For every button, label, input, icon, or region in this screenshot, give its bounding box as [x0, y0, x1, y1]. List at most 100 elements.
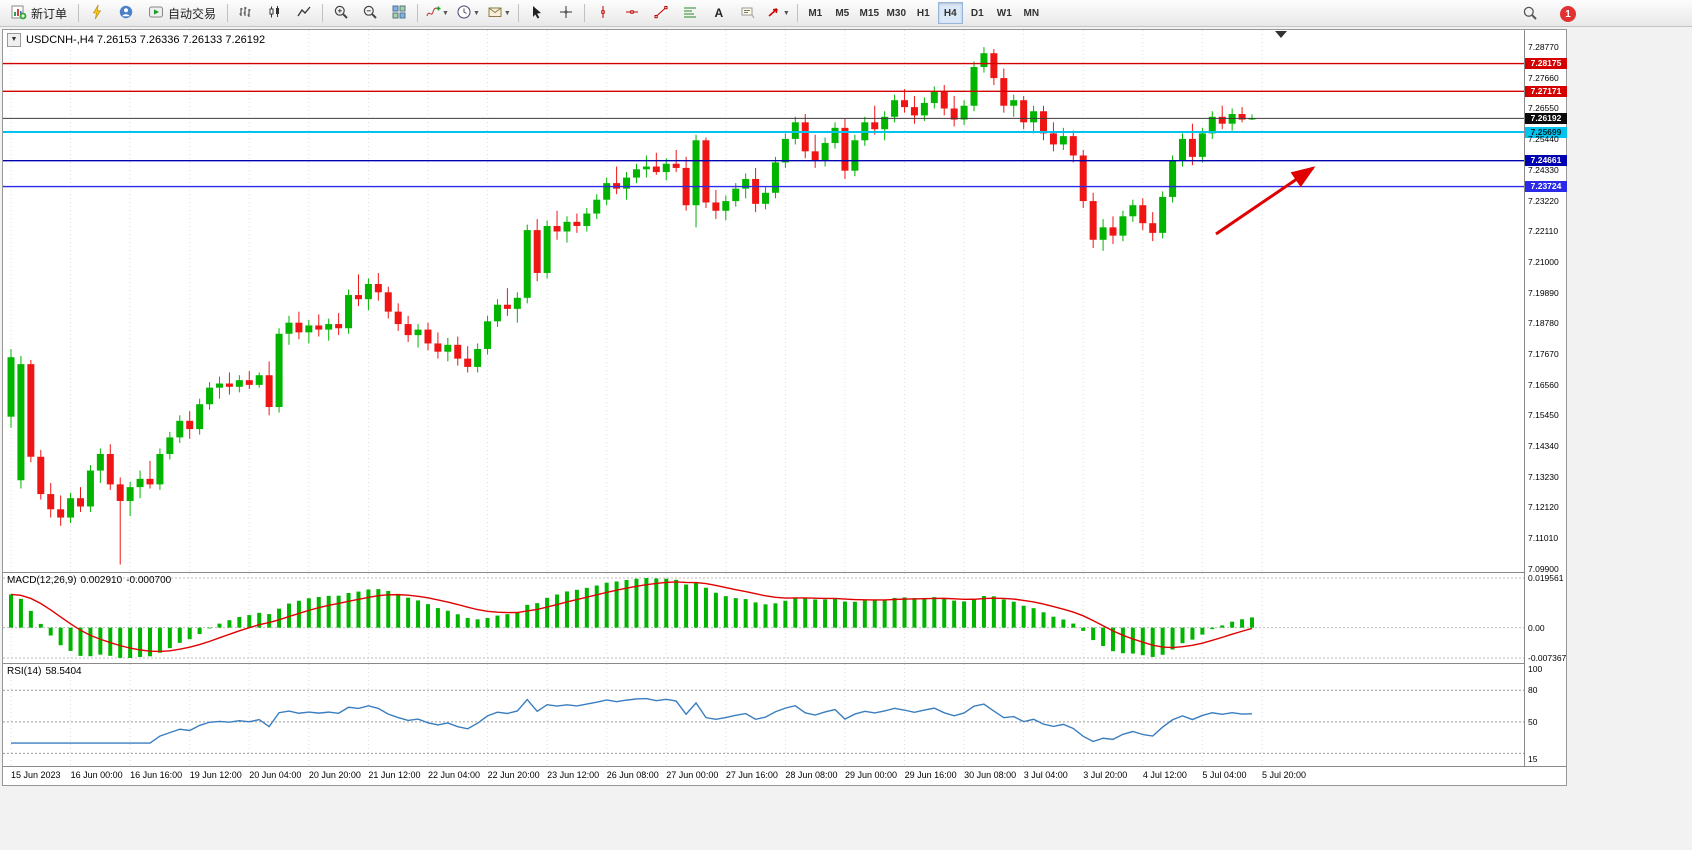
candle — [394, 311, 402, 325]
search-button[interactable] — [1516, 2, 1544, 26]
search-icon — [1522, 5, 1538, 24]
auto-trading-label: 自动交易 — [168, 6, 217, 21]
candle — [315, 325, 323, 330]
timeframe-button-mn[interactable]: MN — [1023, 7, 1040, 19]
timeframe-button-m30[interactable]: M30 — [886, 7, 906, 19]
macd-bar — [38, 623, 43, 628]
candle — [632, 169, 640, 178]
time-axis[interactable]: 15 Jun 2023 16 Jun 00:00 16 Jun 16:00 19 Ju… — [3, 766, 1566, 784]
tile-windows-button[interactable] — [385, 1, 413, 25]
line-chart-button[interactable] — [290, 1, 318, 25]
candle — [940, 91, 948, 109]
timeframe-button-m15[interactable]: M15 — [859, 7, 879, 19]
macd-axis-label: 0.019561 — [1528, 573, 1564, 583]
macd-axis-label: 0.00 — [1528, 622, 1545, 633]
candle — [76, 498, 84, 507]
arrows-tool-button[interactable]: ▼ — [763, 1, 793, 25]
vertical-line-tool-button[interactable] — [589, 1, 617, 25]
macd-panel[interactable] — [3, 573, 1524, 663]
candle — [206, 387, 214, 405]
zoom-out-button[interactable] — [356, 1, 384, 25]
rsi-line — [11, 697, 1253, 744]
timeframe-button-h1[interactable]: H1 — [916, 7, 930, 19]
bar-chart-button[interactable] — [232, 1, 260, 25]
candle — [603, 183, 611, 200]
text-tool-button[interactable]: A — [705, 1, 733, 25]
chevron-down-icon: ▼ — [782, 9, 790, 17]
main-chart[interactable] — [3, 30, 1524, 572]
macd-bar — [406, 597, 411, 628]
templates-button[interactable]: ▼ — [484, 1, 514, 25]
macd-bar — [28, 610, 33, 628]
chart-collapse-button[interactable]: ▼ — [7, 33, 21, 47]
candle — [553, 225, 561, 232]
macd-bar — [1230, 621, 1235, 628]
macd-bar — [98, 627, 103, 655]
charts-button[interactable] — [83, 1, 111, 25]
candle — [771, 162, 779, 193]
macd-bar — [1220, 625, 1225, 628]
macd-bar — [425, 604, 430, 628]
candle — [374, 284, 382, 293]
timeframe-button-d1[interactable]: D1 — [970, 7, 984, 19]
macd-bar — [1170, 627, 1175, 650]
macd-bar — [485, 618, 490, 628]
macd-bar — [763, 604, 768, 628]
chart-shift-marker[interactable] — [1275, 31, 1287, 38]
cursor-button[interactable] — [523, 1, 551, 25]
macd-bar — [177, 627, 182, 643]
fibonacci-tool-button[interactable] — [676, 1, 704, 25]
price-tick: 7.12120 — [1528, 502, 1559, 513]
line-chart-icon — [296, 4, 312, 23]
candle — [1248, 118, 1256, 120]
candle — [454, 344, 462, 359]
candlestick-chart-button[interactable] — [261, 1, 289, 25]
trendline-tool-button[interactable] — [647, 1, 675, 25]
macd-bar — [58, 627, 63, 646]
panel-separator[interactable] — [3, 572, 1566, 573]
zoom-in-button[interactable] — [327, 1, 355, 25]
candle — [305, 325, 313, 333]
auto-trading-button[interactable]: 自动交易 — [141, 1, 223, 25]
candle — [335, 324, 343, 329]
macd-bar — [1200, 627, 1205, 635]
timeframe-button-m5[interactable]: M5 — [835, 7, 850, 19]
macd-bar — [1111, 627, 1116, 652]
profile-button[interactable] — [112, 1, 140, 25]
candle — [563, 221, 571, 232]
time-label: 27 Jun 00:00 — [666, 770, 719, 780]
label-tool-button[interactable] — [734, 1, 762, 25]
macd-bar — [932, 597, 937, 628]
indicators-button[interactable]: ▼ — [422, 1, 452, 25]
candle — [1129, 205, 1137, 217]
macd-bar — [1031, 608, 1036, 628]
new-order-button[interactable]: 新订单 — [4, 1, 74, 25]
candle — [1059, 136, 1067, 145]
timeframe-button-w1[interactable]: W1 — [996, 7, 1012, 19]
candle — [424, 329, 432, 344]
trend-arrow-annotation[interactable] — [1215, 166, 1316, 236]
horizontal-line-tool-button[interactable] — [618, 1, 646, 25]
macd-bar — [217, 623, 222, 628]
candle — [1049, 133, 1057, 145]
chart-window[interactable]: ▼ USDCNH-,H4 7.26153 7.26336 7.26133 7.2… — [2, 29, 1567, 786]
periods-button[interactable]: ▼ — [453, 1, 483, 25]
candle — [623, 177, 631, 189]
macd-bar — [644, 578, 649, 628]
price-tick: 7.13230 — [1528, 471, 1559, 482]
macd-bar — [346, 592, 351, 628]
macd-bar — [664, 578, 669, 628]
notification-badge[interactable]: 1 — [1560, 6, 1576, 22]
panel-separator[interactable] — [3, 663, 1566, 664]
candle — [7, 357, 15, 417]
rsi-panel[interactable] — [3, 664, 1524, 766]
crosshair-button[interactable] — [552, 1, 580, 25]
candle — [1218, 116, 1226, 124]
timeframe-button-h4[interactable]: H4 — [937, 2, 963, 24]
price-tick: 7.18780 — [1528, 318, 1559, 329]
macd-bar — [962, 601, 967, 628]
candle — [96, 453, 104, 471]
arrow-tool-icon — [766, 4, 782, 23]
timeframe-button-m1[interactable]: M1 — [808, 7, 823, 19]
price-axis[interactable]: 7.28175 7.27171 7.26192 7.25699 7.24661 7.237… — [1524, 30, 1567, 766]
